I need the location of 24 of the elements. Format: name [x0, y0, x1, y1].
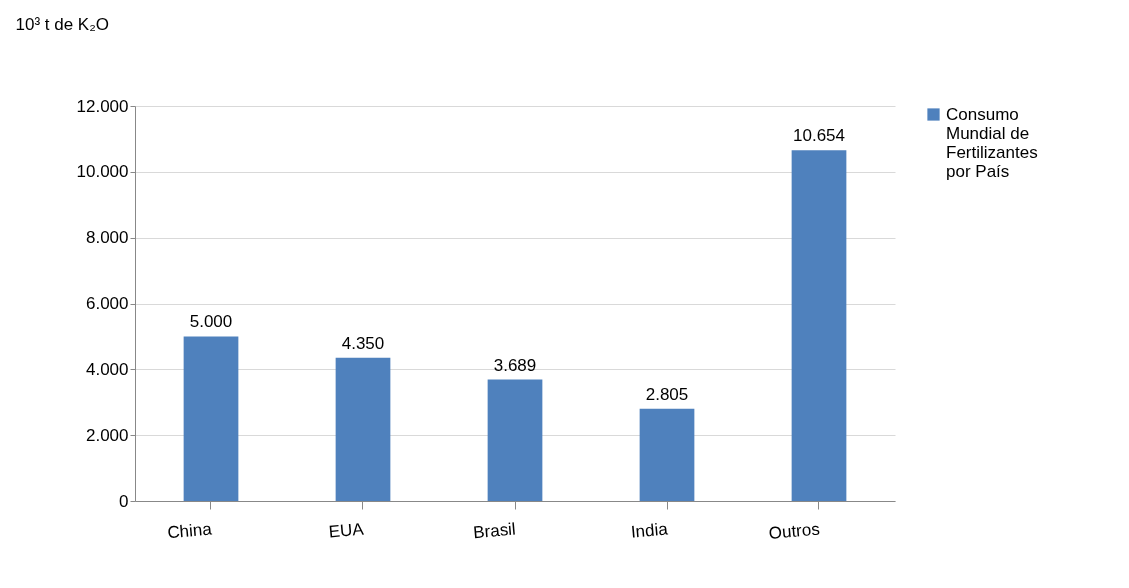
data-label: 3.689	[493, 355, 537, 375]
y-axis-title: 10³ t de K₂O	[15, 14, 110, 34]
x-tick-label: Brasil	[472, 519, 517, 543]
bar	[335, 357, 391, 501]
data-label: 2.805	[645, 384, 689, 404]
y-tick-label: 2.000	[85, 425, 129, 445]
data-label: 4.350	[341, 333, 385, 353]
x-tick-label: India	[630, 519, 670, 542]
y-tick-label: 4.000	[85, 359, 129, 379]
x-tick-label: Outros	[767, 519, 821, 543]
y-tick-label: 12.000	[76, 96, 129, 116]
y-tick-label: 8.000	[85, 228, 129, 248]
x-tick-label: EUA	[327, 519, 366, 542]
y-tick-label: 6.000	[85, 294, 129, 313]
data-label: 5.000	[189, 312, 233, 332]
bar	[183, 336, 239, 501]
legend-label: Consumo Mundial de Fertilizantes por País	[946, 104, 1038, 181]
bar	[639, 408, 695, 501]
data-label: 10.654	[793, 126, 845, 146]
bar	[791, 150, 847, 501]
bar	[487, 379, 543, 501]
x-tick-label: China	[166, 519, 214, 543]
y-tick-label: 10.000	[76, 162, 129, 182]
y-tick-label: 0	[119, 491, 129, 511]
